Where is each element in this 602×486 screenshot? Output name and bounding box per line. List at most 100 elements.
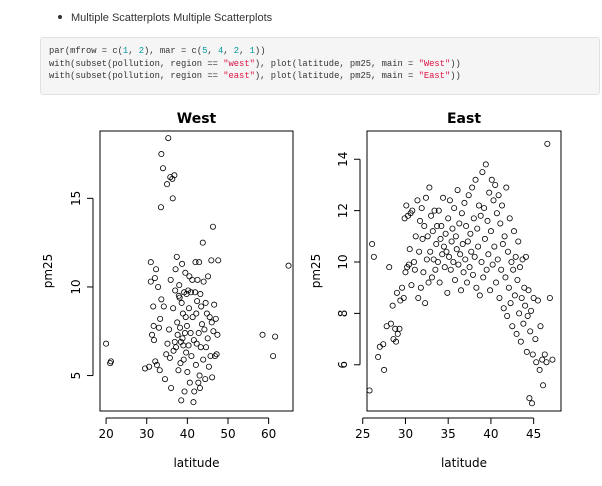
east-data-point xyxy=(458,287,465,294)
west-data-point xyxy=(190,337,197,344)
east-data-point xyxy=(504,312,511,319)
code-token: 2 xyxy=(233,46,240,56)
west-data-point xyxy=(192,259,199,266)
east-data-point xyxy=(525,287,532,294)
east-data-point xyxy=(411,259,418,266)
west-data-point xyxy=(211,353,218,360)
east-data-point xyxy=(475,243,482,250)
east-data-point xyxy=(423,256,430,263)
west-data-point xyxy=(169,195,176,202)
west-data-point xyxy=(196,372,203,379)
code-token: with(subset(pollution, region == xyxy=(49,71,224,81)
east-data-point xyxy=(419,235,426,242)
west-data-point xyxy=(170,305,177,312)
east-data-point xyxy=(539,356,546,363)
west-data-point xyxy=(155,283,162,290)
east-y-tick-label: 14 xyxy=(336,152,350,167)
east-data-point xyxy=(528,307,535,314)
east-data-point xyxy=(400,294,407,301)
west-data-point xyxy=(188,353,195,360)
west-data-point xyxy=(191,388,198,395)
east-x-tick-label: 30 xyxy=(398,427,413,441)
east-data-point xyxy=(434,223,441,230)
west-data-point xyxy=(208,257,215,264)
east-data-point xyxy=(493,210,500,217)
west-data-point xyxy=(166,354,173,361)
west-data-point xyxy=(207,353,214,360)
west-data-point xyxy=(167,276,174,283)
east-data-point xyxy=(446,197,453,204)
east-data-point xyxy=(527,328,534,335)
east-data-point xyxy=(484,217,491,224)
west-data-point xyxy=(178,299,185,306)
east-data-point xyxy=(493,279,500,286)
east-data-point xyxy=(437,235,444,242)
west-data-point xyxy=(195,330,202,337)
east-data-point xyxy=(470,215,477,222)
west-data-point xyxy=(153,361,160,368)
code-token: 1 xyxy=(249,46,255,56)
west-data-point xyxy=(176,294,183,301)
east-data-point xyxy=(450,259,457,266)
west-data-point xyxy=(169,175,176,182)
code-token: , xyxy=(207,46,218,56)
east-y-tick-label: 6 xyxy=(336,361,350,369)
east-y-tick-label: 12 xyxy=(336,203,350,218)
east-data-point xyxy=(386,264,393,271)
east-data-point xyxy=(495,192,502,199)
east-data-point xyxy=(405,261,412,268)
east-data-point xyxy=(452,276,459,283)
west-data-point xyxy=(186,379,193,386)
east-data-point xyxy=(456,220,463,227)
west-data-point xyxy=(157,204,164,211)
east-data-point xyxy=(383,323,390,330)
east-data-point xyxy=(469,271,476,278)
west-data-point xyxy=(213,351,220,358)
east-data-point xyxy=(540,382,547,389)
west-data-point xyxy=(208,319,215,326)
west-data-point xyxy=(171,338,178,345)
west-data-point xyxy=(202,376,209,383)
east-data-point xyxy=(393,289,400,296)
east-data-point xyxy=(392,325,399,332)
west-data-point xyxy=(183,349,190,356)
west-data-point xyxy=(182,314,189,321)
west-x-tick-label: 50 xyxy=(220,427,235,441)
west-plot-frame xyxy=(99,130,294,412)
code-token: , xyxy=(239,46,250,56)
code-block: par(mfrow = c(1, 2), mar = c(5, 4, 2, 1)… xyxy=(40,37,600,95)
west-data-point xyxy=(103,340,110,347)
west-data-point xyxy=(157,315,164,322)
east-data-point xyxy=(515,238,522,245)
east-data-point xyxy=(447,266,454,273)
east-data-point xyxy=(397,297,404,304)
east-data-point xyxy=(528,400,535,407)
west-x-tick-label: 60 xyxy=(261,427,276,441)
west-data-point xyxy=(194,298,201,305)
code-token: 5 xyxy=(202,46,208,56)
east-title: East xyxy=(447,111,481,127)
east-data-point xyxy=(463,223,470,230)
west-data-point xyxy=(205,363,212,370)
east-data-point xyxy=(387,320,394,327)
west-data-point xyxy=(142,365,149,372)
code-token: ), mar = c( xyxy=(144,46,203,56)
east-data-point xyxy=(481,205,488,212)
west-data-point xyxy=(215,257,222,264)
west-data-point xyxy=(166,326,173,333)
west-data-point xyxy=(160,303,167,310)
east-data-point xyxy=(427,248,434,255)
west-data-point xyxy=(199,239,206,246)
west-data-point xyxy=(201,326,208,333)
east-data-point xyxy=(501,233,508,240)
west-data-point xyxy=(168,384,175,391)
east-data-point xyxy=(449,225,456,232)
east-data-point xyxy=(380,341,387,348)
west-data-point xyxy=(163,351,170,358)
west-data-point xyxy=(203,310,210,317)
east-data-point xyxy=(389,302,396,309)
east-data-point xyxy=(512,253,519,260)
west-data-point xyxy=(204,335,211,342)
east-data-point xyxy=(536,366,543,373)
east-data-point xyxy=(546,294,553,301)
